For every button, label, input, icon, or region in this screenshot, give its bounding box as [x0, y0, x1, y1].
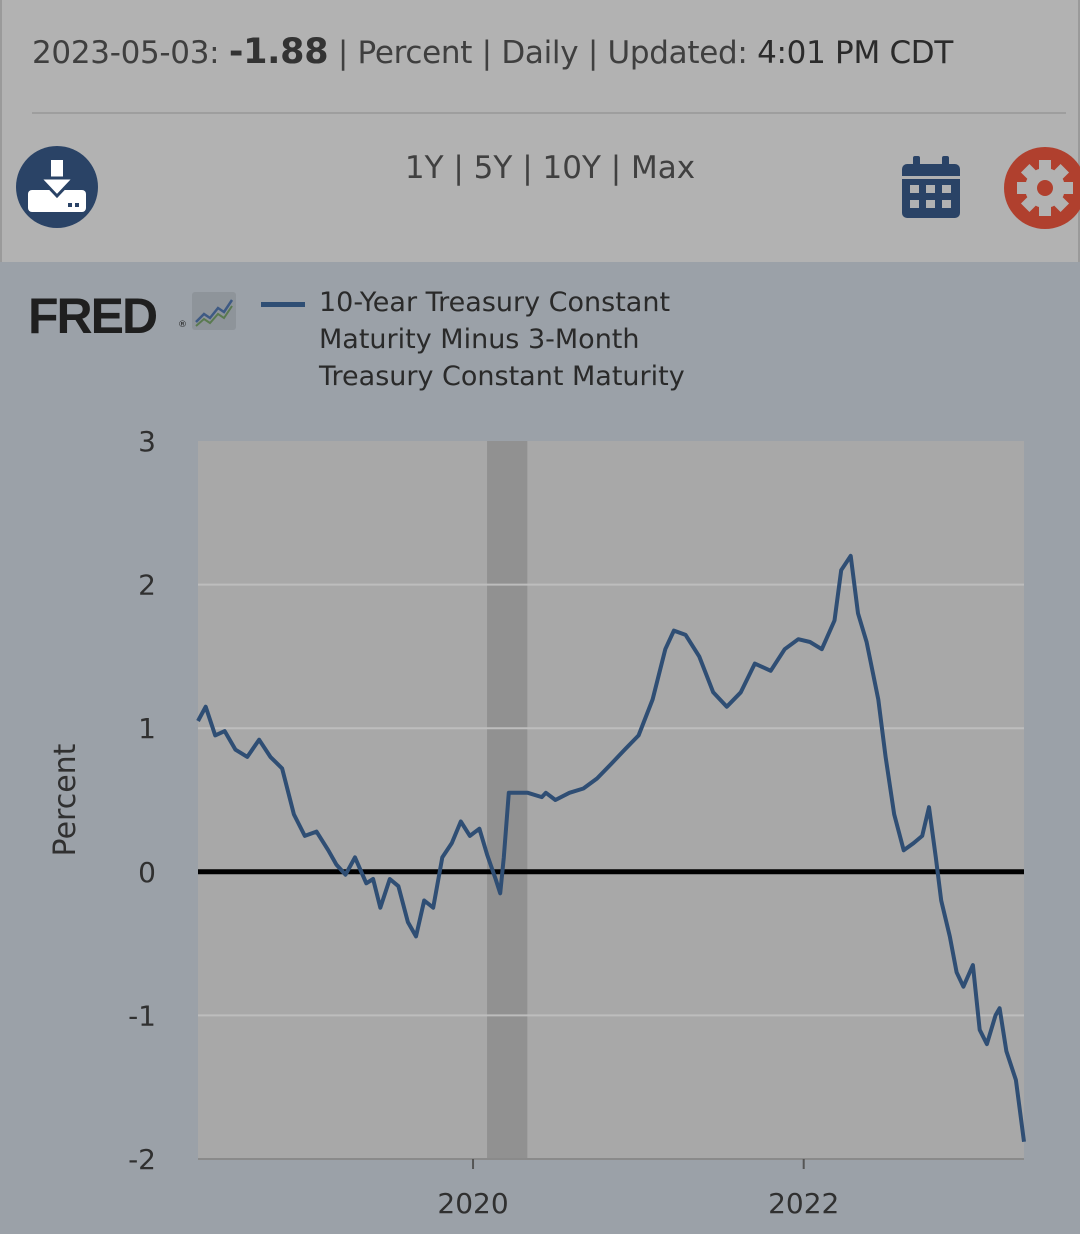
y-tick-label: 1: [138, 712, 156, 745]
legend-series-label: 10-Year Treasury Constant Maturity Minus…: [319, 287, 685, 392]
y-tick-label: 2: [138, 569, 156, 602]
range-separator: |: [512, 150, 543, 186]
observation-summary: 2023-05-03: -1.88 | Percent | Daily | Up…: [32, 32, 953, 72]
y-tick-label: -1: [128, 999, 156, 1032]
x-tick-label: 2022: [768, 1187, 839, 1220]
y-tick-label: 3: [138, 425, 156, 458]
fred-logo: FRED: [28, 288, 158, 344]
series-line: [196, 553, 1026, 1143]
range-separator: |: [600, 150, 632, 186]
y-axis-title: Percent: [48, 743, 83, 856]
download-button[interactable]: [16, 146, 98, 228]
header-divider: [32, 112, 1066, 114]
legend-swatch: [261, 302, 305, 307]
plot-background: [198, 441, 1024, 1159]
observation-date: 2023-05-03:: [32, 35, 220, 71]
range-selector: 1Y | 5Y | 10Y | Max: [0, 150, 1080, 186]
range-separator: |: [443, 150, 474, 186]
range-5y[interactable]: 5Y: [473, 150, 513, 186]
gear-icon: [1004, 147, 1080, 229]
range-max[interactable]: Max: [631, 150, 696, 186]
y-tick-label: 0: [138, 856, 156, 889]
range-1y[interactable]: 1Y: [404, 150, 444, 186]
download-icon: [28, 160, 86, 212]
y-tick-label: -2: [128, 1143, 156, 1176]
calendar-icon: [902, 156, 960, 218]
settings-button[interactable]: [1003, 146, 1080, 230]
header-bar: 2023-05-03: -1.88 | Percent | Daily | Up…: [0, 0, 1080, 262]
range-10y[interactable]: 10Y: [542, 150, 601, 186]
observation-value: -1.88: [228, 32, 329, 72]
x-tick-label: 2020: [437, 1187, 508, 1220]
updated-time: 4:01 PM CDT: [757, 35, 953, 71]
observation-units: | Percent | Daily | Updated:: [337, 35, 748, 71]
fred-logo-icon: [192, 292, 236, 330]
fred-registered-mark: ®: [178, 320, 187, 330]
calendar-button[interactable]: [900, 154, 962, 220]
